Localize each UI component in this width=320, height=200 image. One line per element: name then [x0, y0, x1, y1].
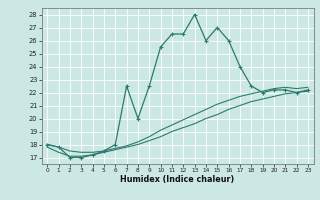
X-axis label: Humidex (Indice chaleur): Humidex (Indice chaleur) — [120, 175, 235, 184]
